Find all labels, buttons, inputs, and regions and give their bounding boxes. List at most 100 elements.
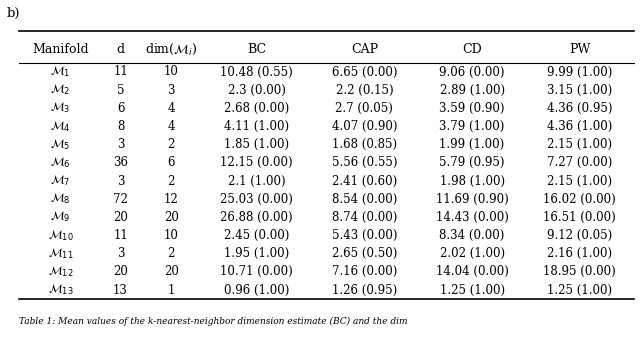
Text: 8.74 (0.00): 8.74 (0.00) bbox=[332, 211, 397, 224]
Text: 11: 11 bbox=[113, 229, 128, 242]
Text: 1.25 (1.00): 1.25 (1.00) bbox=[547, 284, 612, 296]
Text: 2: 2 bbox=[168, 138, 175, 151]
Text: 1.85 (1.00): 1.85 (1.00) bbox=[224, 138, 289, 151]
Text: 9.12 (0.05): 9.12 (0.05) bbox=[547, 229, 612, 242]
Text: $\mathcal{M}_{10}$: $\mathcal{M}_{10}$ bbox=[47, 228, 73, 243]
Text: Table 1: Mean values of the k-nearest-neighbor dimension estimate (BC) and the d: Table 1: Mean values of the k-nearest-ne… bbox=[19, 317, 408, 326]
Text: 13: 13 bbox=[113, 284, 128, 296]
Text: 2.16 (1.00): 2.16 (1.00) bbox=[547, 247, 612, 260]
Text: 14.43 (0.00): 14.43 (0.00) bbox=[436, 211, 509, 224]
Text: $\mathcal{M}_8$: $\mathcal{M}_8$ bbox=[50, 192, 70, 206]
Text: 2.2 (0.15): 2.2 (0.15) bbox=[335, 84, 393, 97]
Text: 3: 3 bbox=[168, 84, 175, 97]
Text: 9.99 (1.00): 9.99 (1.00) bbox=[547, 66, 612, 79]
Text: 25.03 (0.00): 25.03 (0.00) bbox=[220, 193, 293, 206]
Text: 2.89 (1.00): 2.89 (1.00) bbox=[440, 84, 505, 97]
Text: 2.15 (1.00): 2.15 (1.00) bbox=[547, 138, 612, 151]
Text: 26.88 (0.00): 26.88 (0.00) bbox=[220, 211, 293, 224]
Text: $\mathcal{M}_{13}$: $\mathcal{M}_{13}$ bbox=[47, 283, 73, 297]
Text: 20: 20 bbox=[113, 266, 128, 278]
Text: BC: BC bbox=[247, 43, 266, 56]
Text: 0.96 (1.00): 0.96 (1.00) bbox=[224, 284, 289, 296]
Text: 1.25 (1.00): 1.25 (1.00) bbox=[440, 284, 505, 296]
Text: 3.59 (0.90): 3.59 (0.90) bbox=[439, 102, 505, 115]
Text: 4: 4 bbox=[168, 120, 175, 133]
Text: 2.02 (1.00): 2.02 (1.00) bbox=[440, 247, 505, 260]
Text: 1.99 (1.00): 1.99 (1.00) bbox=[440, 138, 505, 151]
Text: 5.43 (0.00): 5.43 (0.00) bbox=[332, 229, 397, 242]
Text: 10: 10 bbox=[164, 66, 179, 79]
Text: 3: 3 bbox=[116, 138, 124, 151]
Text: $\mathcal{M}_4$: $\mathcal{M}_4$ bbox=[50, 119, 70, 134]
Text: b): b) bbox=[6, 7, 20, 20]
Text: 4.11 (1.00): 4.11 (1.00) bbox=[224, 120, 289, 133]
Text: 10.71 (0.00): 10.71 (0.00) bbox=[220, 266, 293, 278]
Text: $\mathcal{M}_{11}$: $\mathcal{M}_{11}$ bbox=[47, 247, 73, 261]
Text: $\mathcal{M}_1$: $\mathcal{M}_1$ bbox=[50, 65, 70, 79]
Text: 3.15 (1.00): 3.15 (1.00) bbox=[547, 84, 612, 97]
Text: 3.79 (1.00): 3.79 (1.00) bbox=[440, 120, 505, 133]
Text: 20: 20 bbox=[164, 211, 179, 224]
Text: 11: 11 bbox=[113, 66, 128, 79]
Text: 4.36 (1.00): 4.36 (1.00) bbox=[547, 120, 612, 133]
Text: 20: 20 bbox=[113, 211, 128, 224]
Text: 1.98 (1.00): 1.98 (1.00) bbox=[440, 174, 505, 188]
Text: CD: CD bbox=[462, 43, 482, 56]
Text: 1: 1 bbox=[168, 284, 175, 296]
Text: 72: 72 bbox=[113, 193, 128, 206]
Text: $\mathcal{M}_9$: $\mathcal{M}_9$ bbox=[50, 210, 70, 224]
Text: 6: 6 bbox=[116, 102, 124, 115]
Text: 3: 3 bbox=[116, 174, 124, 188]
Text: 18.95 (0.00): 18.95 (0.00) bbox=[543, 266, 616, 278]
Text: 2.45 (0.00): 2.45 (0.00) bbox=[224, 229, 289, 242]
Text: 2.41 (0.60): 2.41 (0.60) bbox=[332, 174, 397, 188]
Text: 2.15 (1.00): 2.15 (1.00) bbox=[547, 174, 612, 188]
Text: $\mathcal{M}_6$: $\mathcal{M}_6$ bbox=[50, 156, 70, 170]
Text: $\mathcal{M}_3$: $\mathcal{M}_3$ bbox=[50, 101, 70, 115]
Text: 2.1 (1.00): 2.1 (1.00) bbox=[228, 174, 285, 188]
Text: 6.65 (0.00): 6.65 (0.00) bbox=[332, 66, 397, 79]
Text: 7.27 (0.00): 7.27 (0.00) bbox=[547, 156, 612, 169]
Text: 16.51 (0.00): 16.51 (0.00) bbox=[543, 211, 616, 224]
Text: $\mathcal{M}_5$: $\mathcal{M}_5$ bbox=[50, 138, 70, 152]
Text: 12: 12 bbox=[164, 193, 179, 206]
Text: $\mathcal{M}_{12}$: $\mathcal{M}_{12}$ bbox=[47, 265, 73, 279]
Text: PW: PW bbox=[569, 43, 591, 56]
Text: 11.69 (0.90): 11.69 (0.90) bbox=[436, 193, 508, 206]
Text: 5.56 (0.55): 5.56 (0.55) bbox=[332, 156, 397, 169]
Text: 6: 6 bbox=[168, 156, 175, 169]
Text: 20: 20 bbox=[164, 266, 179, 278]
Text: 7.16 (0.00): 7.16 (0.00) bbox=[332, 266, 397, 278]
Text: $\mathcal{M}_2$: $\mathcal{M}_2$ bbox=[51, 83, 70, 97]
Text: 10: 10 bbox=[164, 229, 179, 242]
Text: 2.7 (0.05): 2.7 (0.05) bbox=[335, 102, 394, 115]
Text: 10.48 (0.55): 10.48 (0.55) bbox=[220, 66, 293, 79]
Text: 14.04 (0.00): 14.04 (0.00) bbox=[436, 266, 509, 278]
Text: 1.95 (1.00): 1.95 (1.00) bbox=[224, 247, 289, 260]
Text: 2: 2 bbox=[168, 174, 175, 188]
Text: 5.79 (0.95): 5.79 (0.95) bbox=[439, 156, 505, 169]
Text: 4.36 (0.95): 4.36 (0.95) bbox=[547, 102, 612, 115]
Text: 2.65 (0.50): 2.65 (0.50) bbox=[332, 247, 397, 260]
Text: 2: 2 bbox=[168, 247, 175, 260]
Text: 36: 36 bbox=[113, 156, 128, 169]
Text: 1.68 (0.85): 1.68 (0.85) bbox=[332, 138, 397, 151]
Text: 4.07 (0.90): 4.07 (0.90) bbox=[332, 120, 397, 133]
Text: d: d bbox=[116, 43, 125, 56]
Text: $\mathcal{M}_7$: $\mathcal{M}_7$ bbox=[50, 174, 70, 188]
Text: 2.3 (0.00): 2.3 (0.00) bbox=[228, 84, 285, 97]
Text: Manifold: Manifold bbox=[32, 43, 89, 56]
Text: 16.02 (0.00): 16.02 (0.00) bbox=[543, 193, 616, 206]
Text: 8.54 (0.00): 8.54 (0.00) bbox=[332, 193, 397, 206]
Text: dim($\mathcal{M}_i$): dim($\mathcal{M}_i$) bbox=[145, 42, 197, 57]
Text: 3: 3 bbox=[116, 247, 124, 260]
Text: 5: 5 bbox=[116, 84, 124, 97]
Text: 2.68 (0.00): 2.68 (0.00) bbox=[224, 102, 289, 115]
Text: 8: 8 bbox=[117, 120, 124, 133]
Text: 8.34 (0.00): 8.34 (0.00) bbox=[440, 229, 505, 242]
Text: 4: 4 bbox=[168, 102, 175, 115]
Text: 12.15 (0.00): 12.15 (0.00) bbox=[220, 156, 293, 169]
Text: 1.26 (0.95): 1.26 (0.95) bbox=[332, 284, 397, 296]
Text: 9.06 (0.00): 9.06 (0.00) bbox=[439, 66, 505, 79]
Text: CAP: CAP bbox=[351, 43, 378, 56]
